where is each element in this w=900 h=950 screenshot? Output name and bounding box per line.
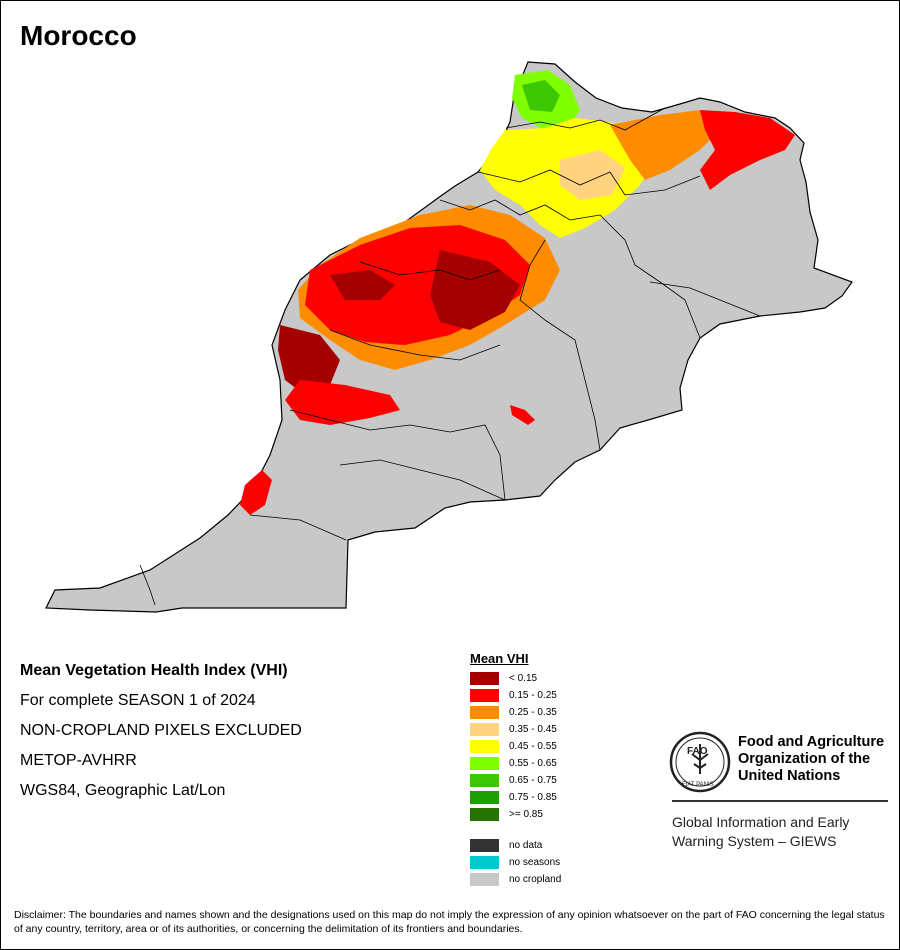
info-sensor: METOP-AVHRR	[20, 752, 137, 769]
legend-extra-label: no cropland	[509, 874, 562, 885]
emblem-letters: FAO	[687, 746, 708, 757]
org-line: Food and Agriculture	[738, 734, 885, 750]
disclaimer: Disclaimer: The boundaries and names sho…	[14, 909, 885, 935]
morocco-vhi-map	[45, 61, 853, 613]
legend-class-row: 0.75 - 0.85	[470, 789, 561, 806]
legend-classes: < 0.15 0.15 - 0.25 0.25 - 0.35 0.35 - 0.45 0…	[470, 670, 561, 823]
fao-org-name: Food and Agriculture Organization of the…	[738, 734, 884, 785]
legend-class-label: 0.25 - 0.35	[509, 707, 557, 718]
legend-class-swatch	[470, 723, 499, 736]
map-info: Mean Vegetation Health Index (VHI) For c…	[20, 656, 302, 806]
legend-extra-swatch	[470, 839, 499, 852]
legend-class-swatch	[470, 689, 499, 702]
giews-line: Global Information and Early	[672, 814, 850, 830]
crop-zones	[240, 70, 795, 515]
info-season: For complete SEASON 1 of 2024	[20, 692, 256, 709]
legend-class-swatch	[470, 757, 499, 770]
legend-class-label: < 0.15	[509, 673, 538, 684]
legend-extra-row: no data	[470, 837, 561, 854]
legend-class-swatch	[470, 672, 499, 685]
fao-emblem-icon: FAO FIAT PANIS	[669, 731, 731, 793]
logo-divider	[672, 800, 888, 802]
map-title: Morocco	[20, 20, 137, 51]
legend-class-label: 0.35 - 0.45	[509, 724, 557, 735]
info-exclusion: NON-CROPLAND PIXELS EXCLUDED	[20, 722, 302, 739]
legend-extra-label: no seasons	[509, 857, 561, 868]
legend-class-row: 0.45 - 0.55	[470, 738, 561, 755]
legend-extra-row: no cropland	[470, 871, 561, 888]
info-projection: WGS84, Geographic Lat/Lon	[20, 782, 226, 799]
legend-extra-swatch	[470, 856, 499, 869]
legend-class-swatch	[470, 774, 499, 787]
admin-boundaries	[139, 107, 761, 606]
legend-title: Mean VHI	[470, 651, 529, 666]
legend-class-label: 0.15 - 0.25	[509, 690, 557, 701]
info-index-name: Mean Vegetation Health Index (VHI)	[20, 662, 288, 679]
legend-class-row: 0.15 - 0.25	[470, 687, 561, 704]
legend-class-row: 0.55 - 0.65	[470, 755, 561, 772]
legend-class-swatch	[470, 740, 499, 753]
legend-class-row: 0.35 - 0.45	[470, 721, 561, 738]
giews-line: Warning System – GIEWS	[672, 833, 837, 849]
legend-class-row: 0.65 - 0.75	[470, 772, 561, 789]
fao-logo-block: FAO FIAT PANIS Food and Agriculture Orga…	[668, 730, 888, 849]
legend-class-swatch	[470, 706, 499, 719]
legend-class-label: 0.65 - 0.75	[509, 775, 557, 786]
legend-class-label: 0.45 - 0.55	[509, 741, 557, 752]
legend-class-row: >= 0.85	[470, 806, 561, 823]
legend-class-label: 0.75 - 0.85	[509, 792, 557, 803]
emblem-motto: FIAT PANIS	[682, 782, 714, 788]
legend-extra: no data no seasons no cropland	[470, 837, 561, 888]
legend-class-label: >= 0.85	[509, 809, 543, 820]
legend-class-swatch	[470, 791, 499, 804]
vhi-legend: Mean VHI < 0.15 0.15 - 0.25 0.25 - 0.35 0.3…	[470, 651, 561, 888]
legend-class-label: 0.55 - 0.65	[509, 758, 557, 769]
legend-extra-swatch	[470, 873, 499, 886]
legend-class-row: < 0.15	[470, 670, 561, 687]
giews-name: Global Information and Early Warning Sys…	[672, 813, 849, 851]
legend-class-swatch	[470, 808, 499, 821]
legend-class-row: 0.25 - 0.35	[470, 704, 561, 721]
legend-extra-label: no data	[509, 840, 543, 851]
org-line: Organization of the	[738, 751, 871, 767]
legend-extra-row: no seasons	[470, 854, 561, 871]
org-line: United Nations	[738, 768, 841, 784]
